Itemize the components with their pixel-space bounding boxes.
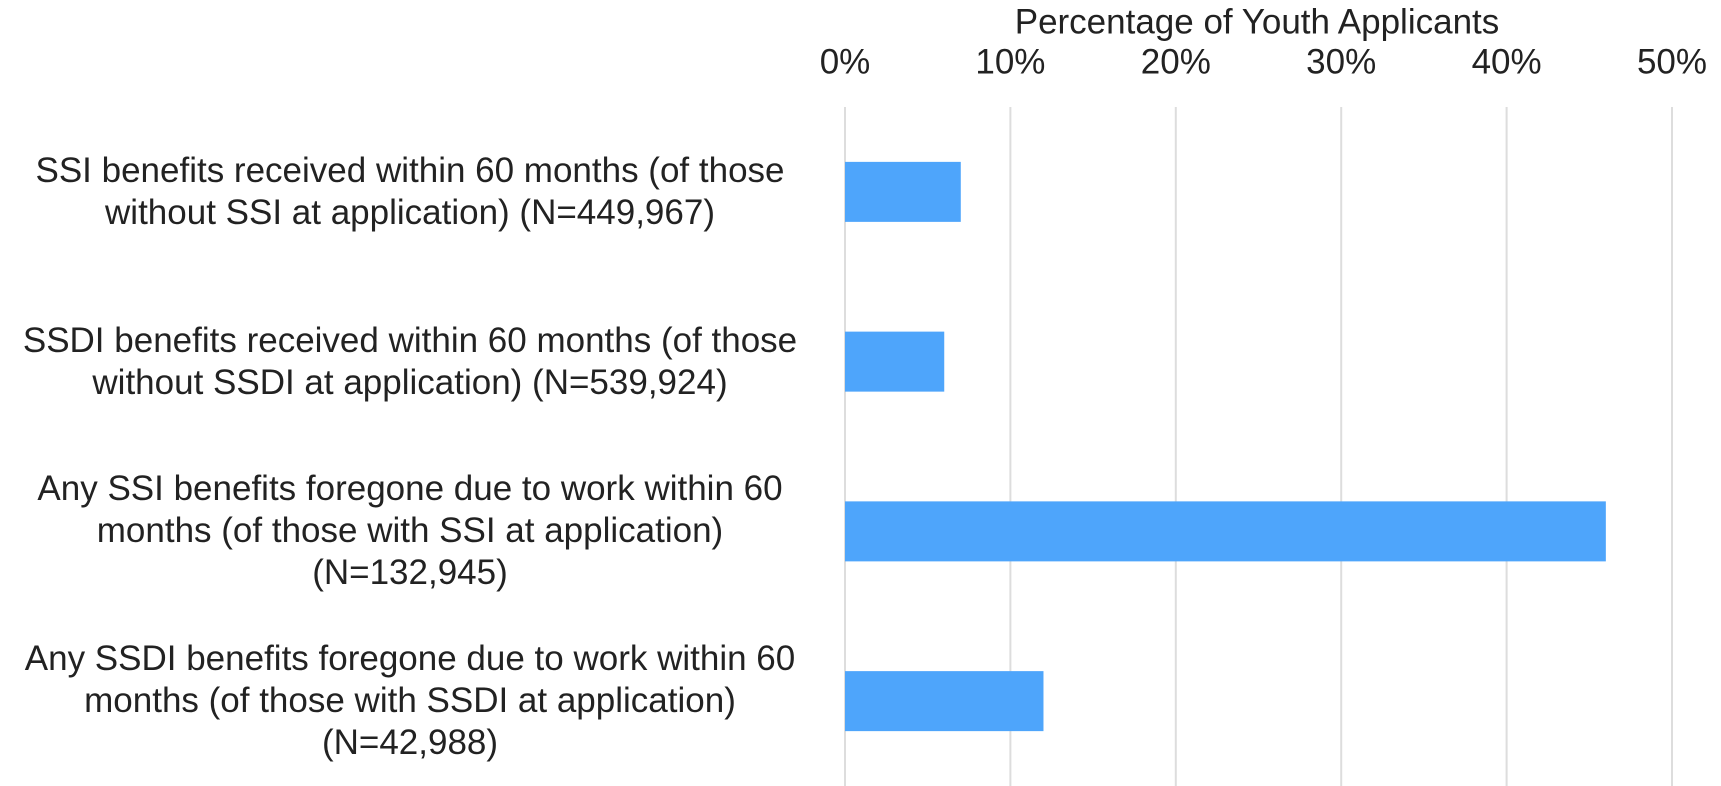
bar: [845, 671, 1044, 732]
bar: [845, 501, 1606, 562]
x-tick-label: 0%: [820, 42, 871, 81]
bar: [845, 331, 945, 392]
x-tick-label: 40%: [1472, 42, 1542, 81]
x-tick-label: 10%: [975, 42, 1045, 81]
axis-title: Percentage of Youth Applicants: [1015, 2, 1500, 41]
x-tick-label: 20%: [1141, 42, 1211, 81]
x-tick-label: 50%: [1637, 42, 1707, 81]
y-tick-label: SSI benefits received within 60 months (…: [35, 150, 785, 232]
y-tick-label: Any SSI benefits foregone due to work wi…: [37, 469, 783, 593]
y-tick-label: SSDI benefits received within 60 months …: [22, 320, 798, 402]
bar: [845, 161, 961, 222]
y-tick-label: Any SSDI benefits foregone due to work w…: [24, 639, 796, 763]
x-tick-label: 30%: [1306, 42, 1376, 81]
